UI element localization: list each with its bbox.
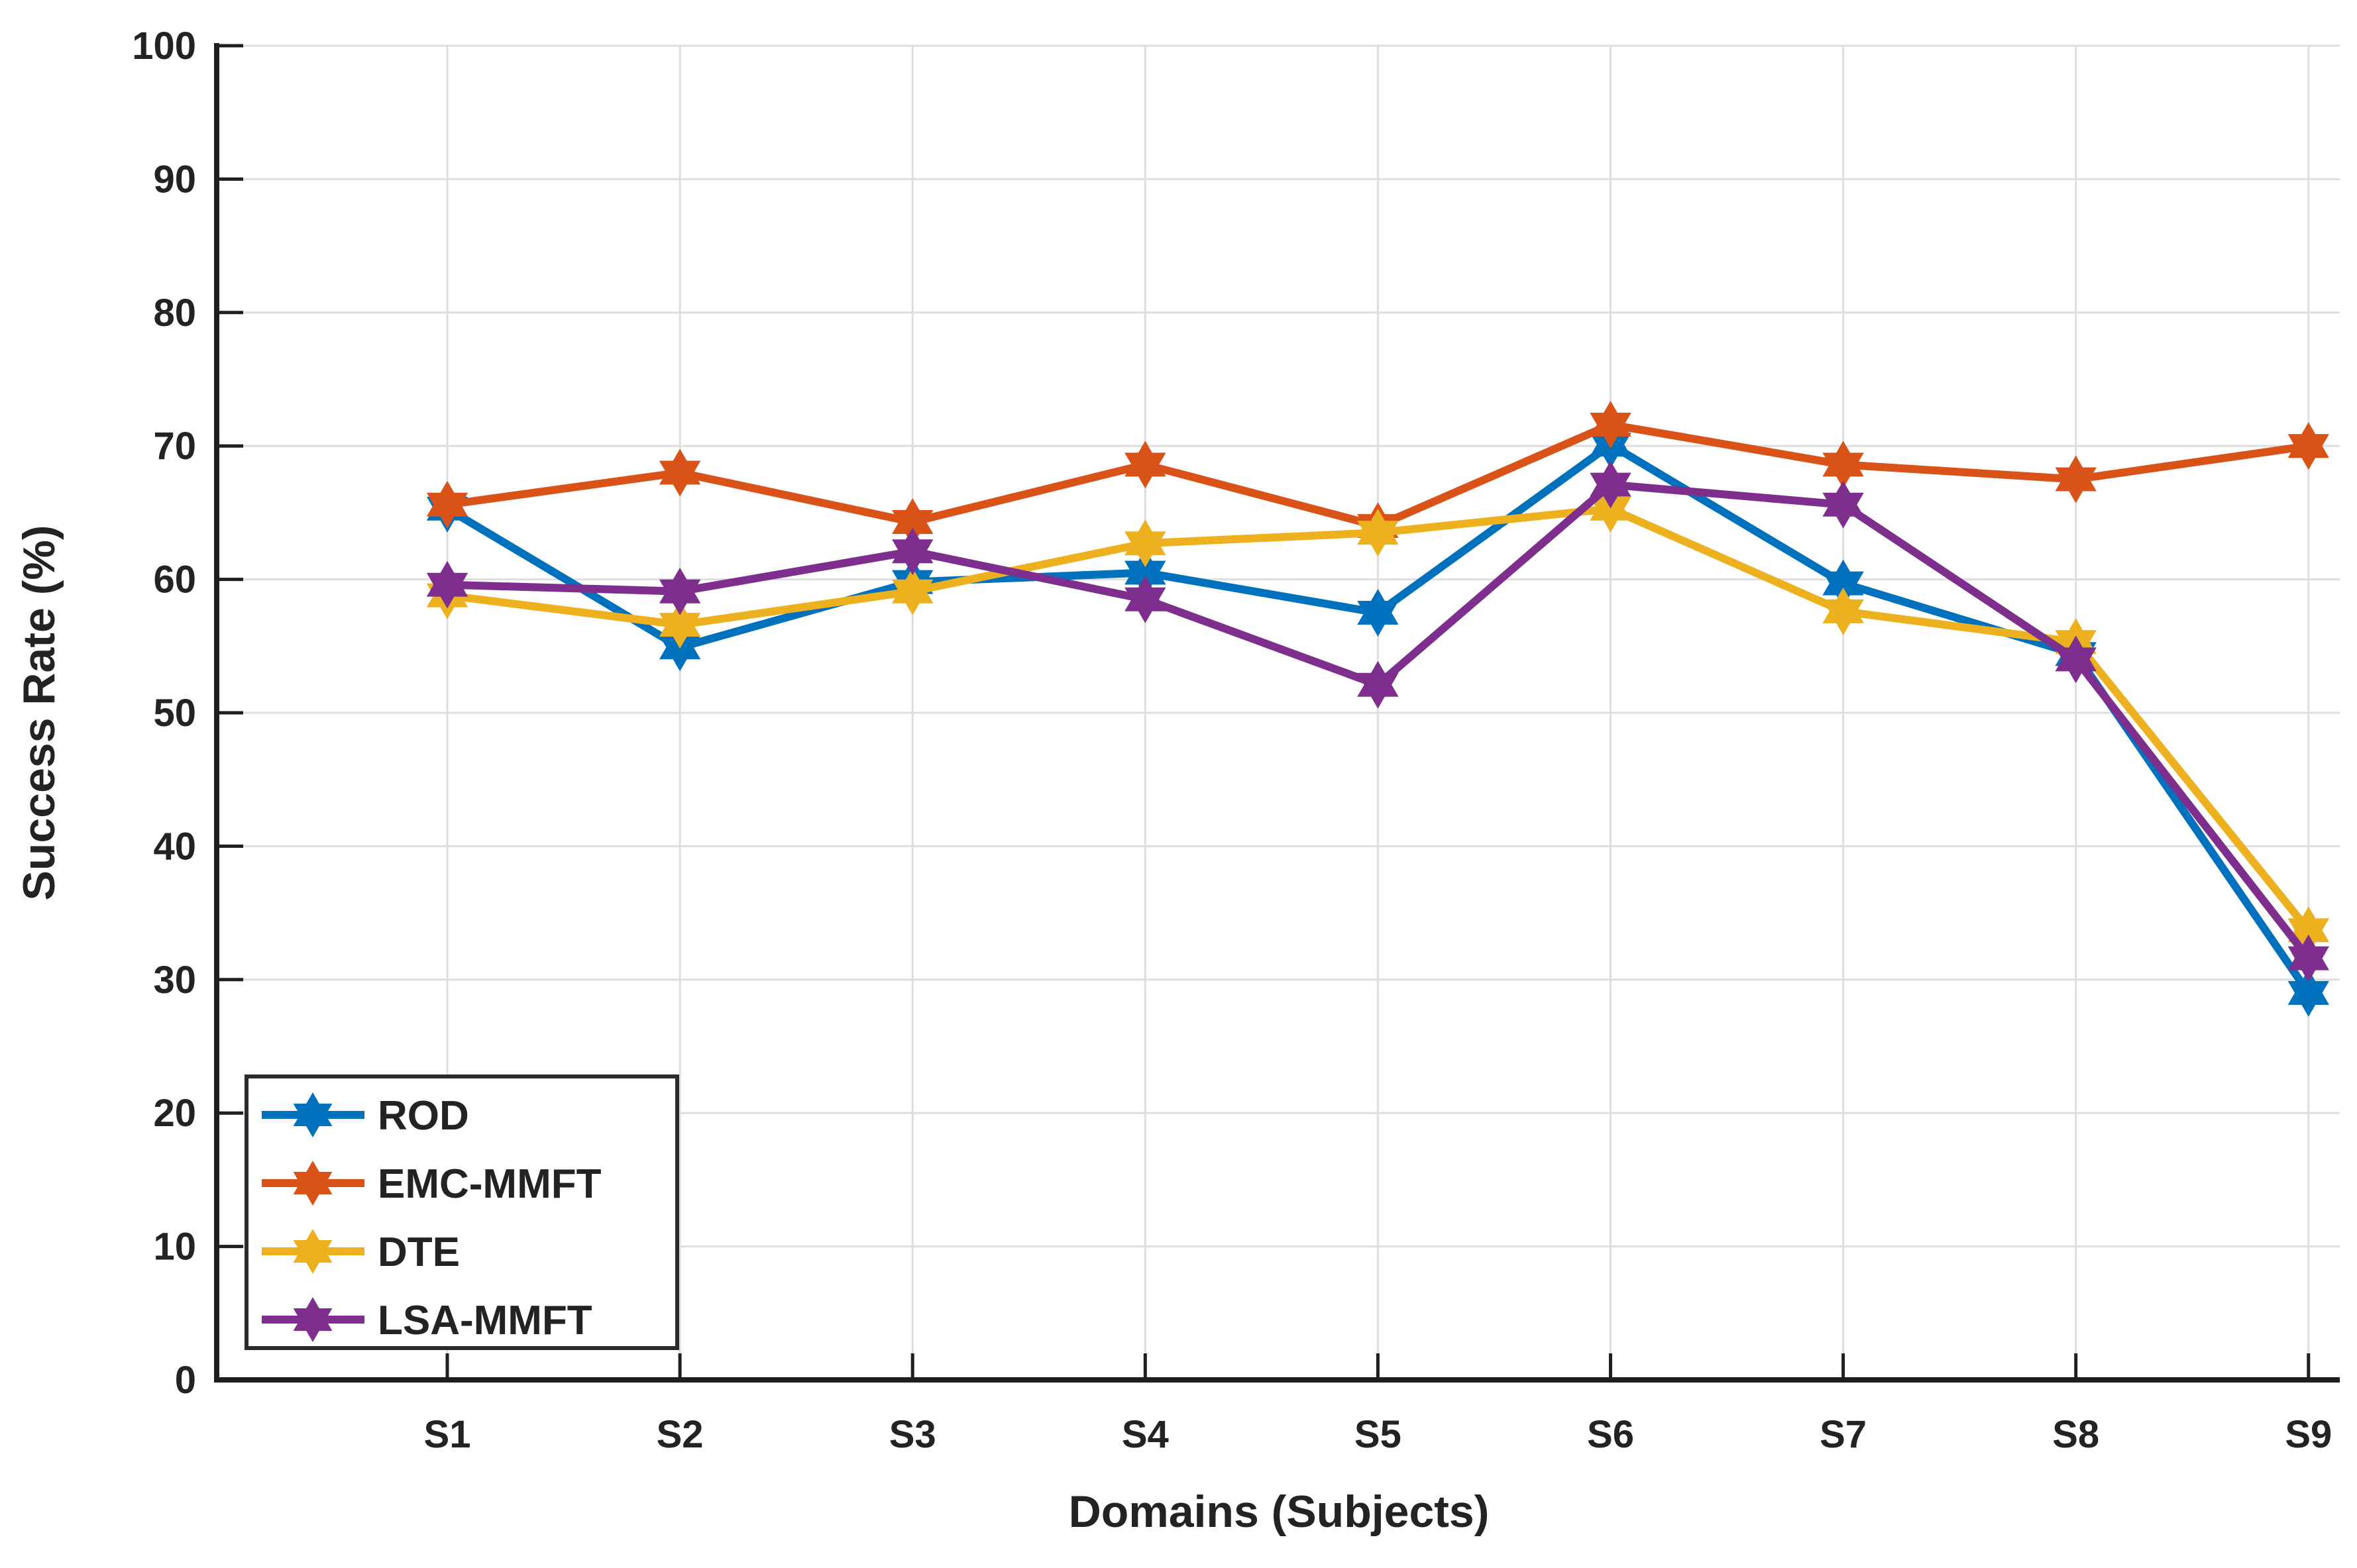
legend-item-label: ROD (378, 1093, 469, 1139)
x-tick-label: S8 (2052, 1413, 2099, 1456)
legend-item-EMC-MMFT: EMC-MMFT (262, 1161, 602, 1207)
y-tick-label: 60 (153, 558, 196, 601)
x-tick-label: S7 (1820, 1413, 1867, 1456)
data-point-marker (2287, 968, 2329, 1017)
y-tick-label: 90 (153, 158, 196, 201)
data-point-marker (1822, 559, 1864, 607)
y-tick-label: 0 (175, 1359, 196, 1402)
data-point-marker (659, 601, 701, 649)
data-point-marker (892, 498, 934, 546)
data-point-marker (892, 527, 934, 576)
legend-marker-icon (293, 1161, 333, 1206)
data-point-marker (1124, 441, 1166, 489)
data-point-marker (892, 567, 934, 615)
legend-item-label: EMC-MMFT (378, 1161, 602, 1207)
legend: ROD EMC-MMFT DTE LSA-MMFT (245, 1074, 679, 1350)
x-tick-label: S6 (1587, 1413, 1634, 1456)
legend-marker-icon (293, 1297, 333, 1342)
data-point-marker (2287, 934, 2329, 982)
legend-marker-icon (293, 1229, 333, 1274)
data-series (426, 401, 2329, 1017)
legend-item-ROD: ROD (262, 1092, 469, 1139)
y-tick-label: 70 (153, 425, 196, 468)
y-tick-label: 30 (153, 959, 196, 1002)
legend-item-LSA-MMFT: LSA-MMFT (262, 1297, 592, 1343)
x-tick-label: S3 (889, 1413, 936, 1456)
data-point-marker (1590, 460, 1631, 509)
data-point-marker (1124, 519, 1166, 568)
y-tick-label: 80 (153, 291, 196, 335)
legend-marker-icon (293, 1092, 333, 1137)
x-tick-label: S1 (424, 1413, 471, 1456)
y-tick-label: 50 (153, 692, 196, 735)
x-tick-label: S9 (2285, 1413, 2332, 1456)
data-point-marker (426, 560, 468, 609)
data-point-marker (1590, 401, 1631, 448)
y-tick-label: 10 (153, 1226, 196, 1269)
x-tick-label: S2 (657, 1413, 704, 1456)
y-tick-label: 20 (153, 1092, 196, 1135)
data-point-marker (1822, 480, 1864, 529)
data-point-marker (1124, 575, 1166, 623)
data-point-marker (2287, 422, 2329, 470)
y-tick-label: 100 (132, 25, 196, 68)
data-point-marker (1357, 660, 1399, 709)
data-point-marker (659, 567, 701, 615)
legend-item-label: LSA-MMFT (378, 1298, 592, 1343)
x-tick-label: S5 (1354, 1413, 1401, 1456)
data-point-marker (659, 448, 701, 497)
series-LSA-MMFT (426, 460, 2329, 982)
series-DTE (426, 484, 2329, 955)
data-point-marker (426, 480, 468, 529)
y-axis-title: Success Rate (%) (14, 525, 64, 901)
legend-item-label: DTE (378, 1229, 460, 1275)
tick-labels: 0 10 20 30 40 50 60 70 80 90 100 S1 S2 S3 S4 S5 S6 S7 S8 S9 (132, 25, 2332, 1456)
data-point-marker (1357, 589, 1399, 637)
x-tick-label: S4 (1122, 1413, 1169, 1456)
data-point-marker (1822, 441, 1864, 489)
data-point-marker (1124, 549, 1166, 597)
axes (214, 43, 2340, 1383)
y-tick-label: 40 (153, 825, 196, 868)
data-point-marker (1822, 587, 1864, 635)
data-point-marker (2055, 455, 2097, 503)
x-axis-title: Domains (Subjects) (1069, 1487, 1490, 1537)
data-point-marker (1357, 509, 1399, 557)
data-point-marker (2055, 635, 2097, 684)
legend-item-DTE: DTE (262, 1229, 460, 1275)
